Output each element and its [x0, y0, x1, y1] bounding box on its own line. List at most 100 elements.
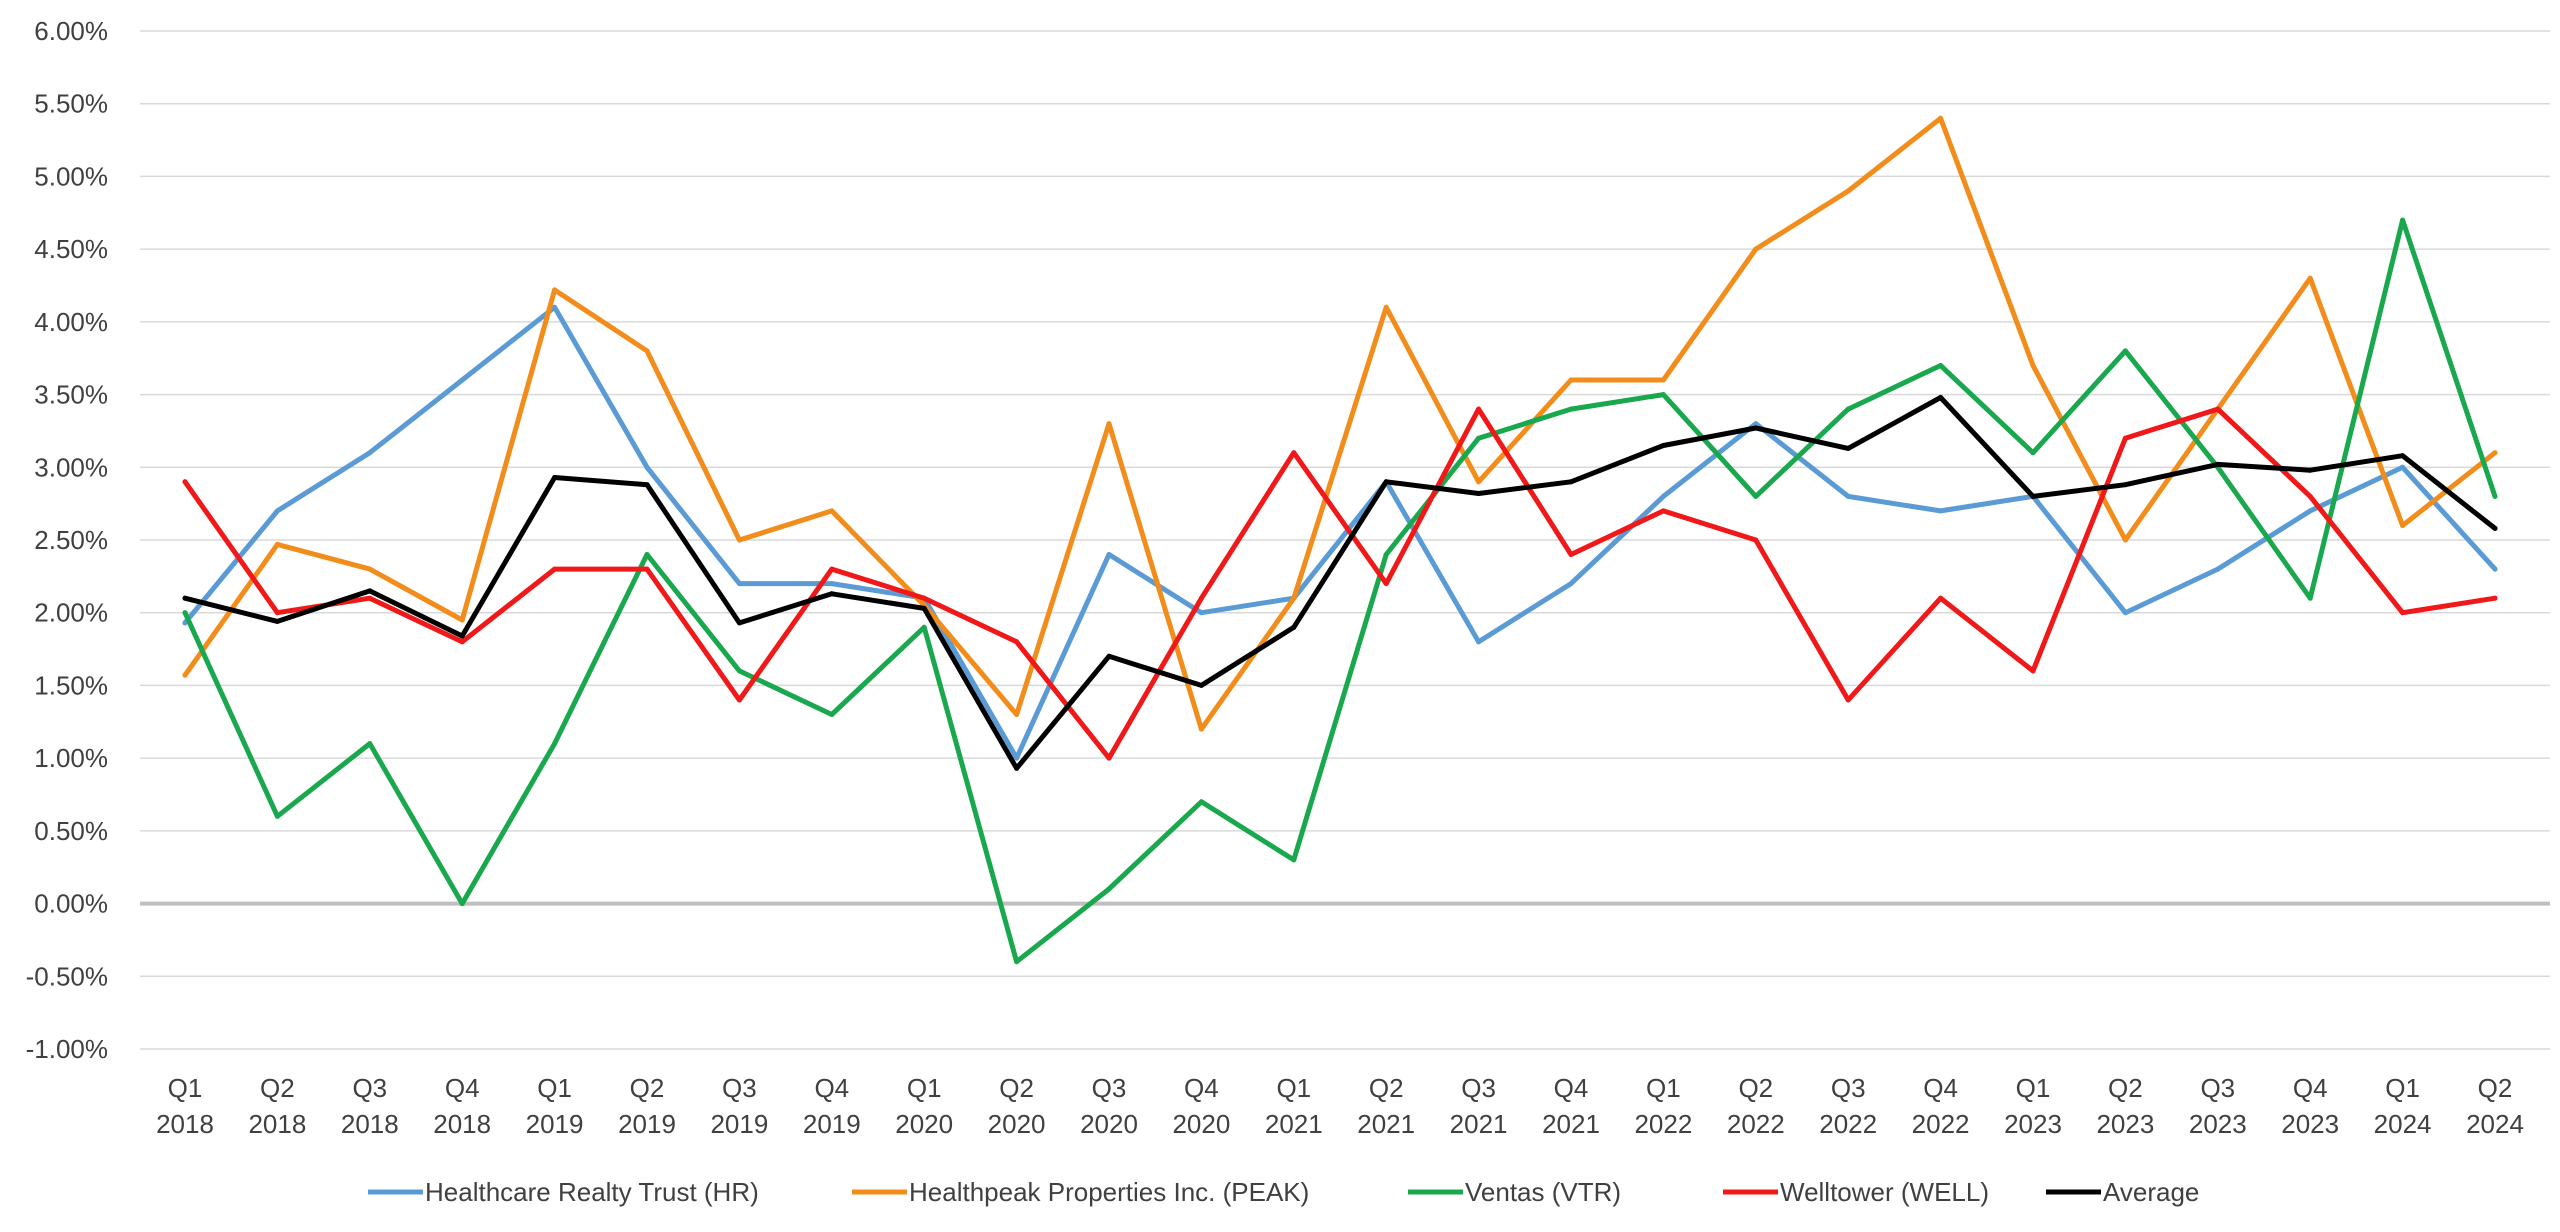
data-point-welltower-well: [1014, 639, 1020, 645]
x-tick-label: Q4 2023: [2281, 1073, 2339, 1139]
x-tick-label: Q4 2021: [1542, 1073, 1600, 1139]
data-point-welltower-well: [274, 610, 280, 616]
data-point-ventas-vtr: [736, 668, 742, 674]
data-point-ventas-vtr: [1568, 406, 1574, 412]
data-point-welltower-well: [2215, 406, 2221, 412]
data-point-welltower-well: [552, 566, 558, 572]
data-point-average: [459, 633, 465, 639]
y-tick-label: 5.00%: [34, 161, 108, 191]
data-point-healthpeak-properties-inc-peak: [1938, 115, 1944, 121]
data-point-average: [2492, 525, 2498, 531]
y-tick-label: 4.00%: [34, 307, 108, 337]
data-point-average: [1476, 491, 1482, 496]
data-point-healthcare-realty-trust-hr: [2215, 566, 2221, 572]
x-tick-label: Q2 2023: [2096, 1073, 2154, 1139]
legend-label: Healthpeak Properties Inc. (PEAK): [909, 1177, 1309, 1207]
data-point-ventas-vtr: [1845, 406, 1851, 412]
data-point-healthpeak-properties-inc-peak: [1383, 304, 1389, 310]
data-point-welltower-well: [1660, 508, 1666, 514]
data-point-ventas-vtr: [1476, 435, 1482, 441]
y-tick-label: 0.50%: [34, 816, 108, 846]
data-point-average: [2030, 493, 2036, 499]
x-tick-label: Q3 2022: [1819, 1073, 1877, 1139]
x-tick-label: Q4 2020: [1172, 1073, 1230, 1139]
x-axis-tick-labels: Q1 2018 Q2 2018 Q3 2018 Q4 2018 Q1 2019 Q2 2019 Q3 20…: [156, 1073, 2524, 1139]
data-point-healthpeak-properties-inc-peak: [2307, 275, 2313, 281]
data-point-healthpeak-properties-inc-peak: [367, 566, 373, 572]
data-point-average: [1383, 479, 1389, 485]
data-point-healthcare-realty-trust-hr: [2400, 464, 2406, 470]
data-point-welltower-well: [1383, 581, 1389, 587]
data-point-ventas-vtr: [459, 901, 465, 907]
data-point-ventas-vtr: [2122, 348, 2128, 354]
x-tick-label: Q4 2019: [803, 1073, 861, 1139]
data-point-average: [1198, 682, 1204, 688]
x-tick-label: Q3 2020: [1080, 1073, 1138, 1139]
data-point-healthcare-realty-trust-hr: [459, 377, 465, 383]
data-point-healthpeak-properties-inc-peak: [1476, 479, 1482, 485]
data-point-average: [552, 475, 558, 480]
data-point-average: [182, 595, 188, 601]
data-point-welltower-well: [182, 479, 188, 485]
data-point-healthcare-realty-trust-hr: [367, 450, 373, 456]
data-point-healthpeak-properties-inc-peak: [1291, 595, 1297, 601]
x-tick-label: Q2 2018: [248, 1073, 306, 1139]
data-point-average: [2122, 482, 2128, 488]
y-axis-tick-labels: 6.00% 5.50% 5.00% 4.50% 4.00% 3.50% 3.00% 2.50%…: [26, 16, 108, 1064]
data-point-healthpeak-properties-inc-peak: [274, 541, 280, 547]
data-point-healthpeak-properties-inc-peak: [1014, 712, 1020, 717]
data-point-ventas-vtr: [182, 610, 188, 616]
data-point-average: [1568, 479, 1574, 485]
data-point-average: [1291, 624, 1297, 630]
data-point-welltower-well: [1753, 537, 1759, 543]
series-line-ventas-vtr: [182, 217, 2498, 965]
gridlines: [140, 30, 2550, 1050]
y-tick-label: 6.00%: [34, 16, 108, 46]
data-point-healthcare-realty-trust-hr: [1845, 493, 1851, 499]
data-point-healthcare-realty-trust-hr: [1568, 581, 1574, 587]
data-point-healthpeak-properties-inc-peak: [2030, 363, 2036, 368]
legend-item-average: Average: [2046, 1177, 2199, 1207]
data-point-ventas-vtr: [1291, 857, 1297, 863]
legend-label: Average: [2103, 1177, 2199, 1207]
y-tick-label: -0.50%: [26, 961, 108, 991]
data-point-healthcare-realty-trust-hr: [829, 581, 835, 587]
x-tick-label: Q2 2022: [1727, 1073, 1785, 1139]
data-point-welltower-well: [1291, 450, 1297, 456]
data-point-healthpeak-properties-inc-peak: [2400, 523, 2406, 528]
data-point-healthpeak-properties-inc-peak: [644, 348, 650, 354]
y-tick-label: 5.50%: [34, 89, 108, 119]
data-point-welltower-well: [2307, 493, 2313, 499]
data-point-healthcare-realty-trust-hr: [552, 304, 558, 310]
x-tick-label: Q1 2019: [526, 1073, 584, 1139]
y-tick-label: 4.50%: [34, 234, 108, 264]
data-point-healthcare-realty-trust-hr: [1753, 421, 1759, 427]
x-tick-label: Q2 2021: [1357, 1073, 1415, 1139]
data-point-healthpeak-properties-inc-peak: [552, 287, 558, 293]
data-point-healthcare-realty-trust-hr: [736, 581, 742, 587]
data-point-welltower-well: [2122, 435, 2128, 441]
data-point-ventas-vtr: [2307, 595, 2313, 601]
data-point-healthcare-realty-trust-hr: [182, 620, 188, 626]
x-tick-label: Q1 2020: [895, 1073, 953, 1139]
data-point-ventas-vtr: [921, 624, 927, 630]
data-point-average: [1660, 443, 1666, 448]
x-tick-label: Q2 2019: [618, 1073, 676, 1139]
series-lines: [182, 115, 2498, 965]
data-point-welltower-well: [459, 639, 465, 645]
data-point-healthpeak-properties-inc-peak: [459, 617, 465, 623]
legend-item-ventas-vtr: Ventas (VTR): [1408, 1177, 1621, 1207]
data-point-average: [274, 618, 280, 624]
legend: Healthcare Realty Trust (HR) Healthpeak P…: [368, 1177, 2199, 1207]
data-point-welltower-well: [1106, 755, 1112, 761]
data-point-welltower-well: [2030, 668, 2036, 674]
data-point-healthcare-realty-trust-hr: [1660, 493, 1666, 499]
data-point-ventas-vtr: [274, 813, 280, 819]
data-point-average: [367, 588, 373, 594]
series-line-average: [182, 395, 2498, 771]
series-line-healthpeak-properties-inc-peak: [182, 115, 2498, 732]
data-point-ventas-vtr: [829, 712, 835, 717]
data-point-welltower-well: [2400, 610, 2406, 616]
x-tick-label: Q4 2018: [433, 1073, 491, 1139]
data-point-healthpeak-properties-inc-peak: [1753, 246, 1759, 252]
